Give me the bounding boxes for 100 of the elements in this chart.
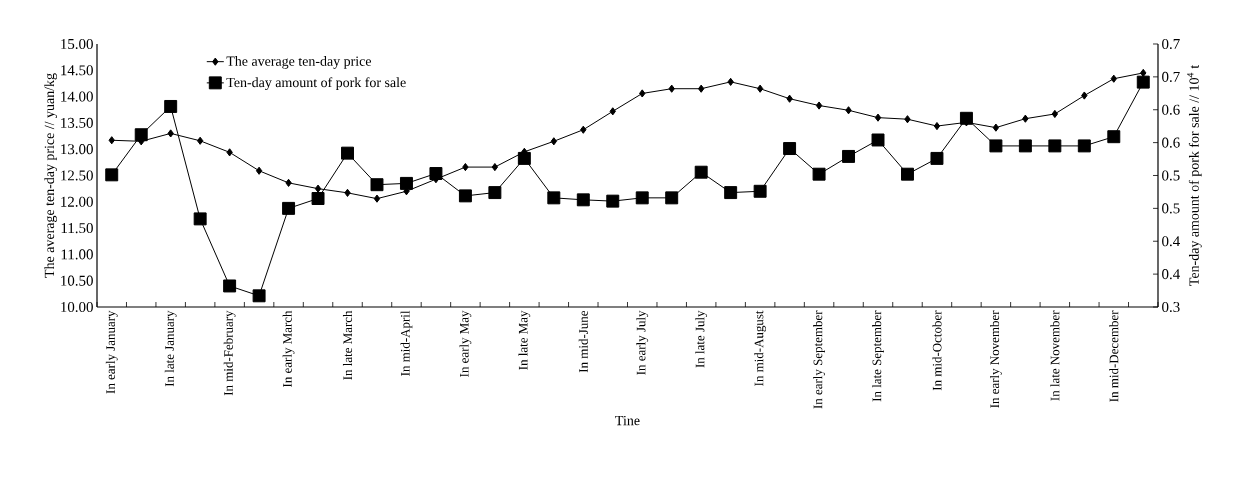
legend-label: The average ten-day price bbox=[226, 56, 372, 69]
y-tick-label: 14.00 bbox=[61, 91, 93, 102]
x-tick-label: In early July bbox=[636, 310, 649, 375]
y2-tick-label: 0.7 bbox=[1162, 71, 1180, 82]
point bbox=[930, 151, 944, 165]
point bbox=[167, 129, 174, 138]
point bbox=[547, 191, 561, 205]
y2-tick-label: 0.5 bbox=[1162, 203, 1180, 214]
point bbox=[164, 99, 178, 113]
point bbox=[756, 84, 764, 93]
point bbox=[282, 201, 296, 215]
point bbox=[697, 84, 705, 93]
x-tick-label: In late March bbox=[342, 310, 353, 380]
x-tick-label: In late May bbox=[518, 310, 531, 370]
x-tick-label: In late November bbox=[1050, 310, 1060, 401]
point bbox=[665, 191, 679, 205]
point bbox=[341, 146, 354, 160]
point bbox=[399, 176, 413, 190]
point bbox=[874, 113, 882, 122]
point bbox=[1110, 74, 1117, 83]
point bbox=[783, 142, 797, 156]
point bbox=[491, 163, 499, 172]
point bbox=[255, 166, 263, 175]
point bbox=[196, 136, 204, 145]
x-tick-label: In mid-August bbox=[754, 310, 767, 386]
y-tick-label: 15.00 bbox=[61, 38, 93, 50]
point bbox=[606, 194, 620, 208]
point bbox=[812, 167, 826, 181]
point bbox=[842, 149, 856, 163]
y-tick-label: 10.50 bbox=[61, 275, 93, 286]
y2-tick-label: 0.3 bbox=[1162, 301, 1180, 313]
y-tick-label: 14.50 bbox=[61, 65, 93, 76]
point bbox=[992, 123, 1000, 132]
x-tick-label: In mid-December bbox=[1109, 310, 1119, 402]
y-tick-label: 12.00 bbox=[61, 196, 93, 207]
y2-tick-label: 0.4 bbox=[1162, 236, 1180, 247]
y-tick-label: 11.00 bbox=[61, 249, 93, 260]
point bbox=[845, 106, 852, 115]
point bbox=[193, 212, 207, 226]
x-tick-label: In late January bbox=[164, 310, 177, 387]
y2-tick-label: 0.6 bbox=[1162, 137, 1180, 148]
point bbox=[724, 186, 738, 200]
point bbox=[488, 186, 502, 200]
point bbox=[639, 89, 646, 98]
point bbox=[694, 165, 708, 179]
point bbox=[815, 101, 823, 110]
point bbox=[727, 77, 734, 86]
y-axis-title: The average ten-day price // yuan/kg bbox=[44, 73, 58, 278]
point bbox=[786, 94, 793, 103]
point bbox=[580, 125, 587, 134]
y2-tick-label: 0.7 bbox=[1162, 38, 1180, 50]
point bbox=[223, 279, 237, 293]
x-axis-title: Tine bbox=[615, 415, 640, 426]
point bbox=[635, 191, 649, 205]
x-tick-label: In early September bbox=[813, 310, 825, 409]
y-tick-label: 13.50 bbox=[61, 117, 93, 128]
point bbox=[609, 107, 616, 116]
y2-tick-label: 0.4 bbox=[1162, 269, 1180, 280]
point bbox=[252, 289, 266, 303]
point bbox=[904, 115, 911, 124]
point bbox=[1081, 91, 1088, 100]
point bbox=[989, 139, 1003, 153]
point bbox=[1048, 139, 1062, 153]
point bbox=[314, 184, 322, 193]
y2-tick-label: 0.6 bbox=[1162, 104, 1180, 115]
point bbox=[871, 133, 885, 147]
x-tick-label: In early March bbox=[282, 310, 295, 387]
y2-axis-title: Ten-day amount of pork for sale // 10$^{4}$ t bbox=[1187, 64, 1202, 286]
point bbox=[373, 194, 381, 203]
point bbox=[105, 168, 119, 182]
y2-tick-label: 0.5 bbox=[1162, 170, 1180, 181]
point bbox=[458, 189, 472, 203]
x-tick-label: In mid-April bbox=[400, 310, 413, 376]
y-tick-label: 10.00 bbox=[61, 301, 93, 313]
point bbox=[1051, 109, 1059, 119]
point bbox=[370, 178, 384, 192]
x-tick-label: In late September bbox=[872, 310, 884, 402]
point bbox=[1107, 130, 1121, 144]
x-tick-label: In mid-October bbox=[932, 310, 942, 391]
point bbox=[1022, 114, 1029, 123]
x-tick-label: In early May bbox=[459, 310, 472, 377]
point bbox=[576, 193, 590, 207]
point bbox=[1136, 75, 1150, 89]
x-tick-label: In early January bbox=[105, 310, 118, 394]
point bbox=[285, 178, 292, 187]
x-tick-label: In early November bbox=[990, 310, 1002, 408]
y-tick-label: 13.00 bbox=[61, 144, 93, 155]
x-tick-label: In mid-June bbox=[578, 310, 588, 373]
point bbox=[108, 136, 115, 145]
point bbox=[550, 137, 558, 146]
point bbox=[1077, 139, 1091, 153]
point bbox=[1018, 139, 1032, 153]
point bbox=[933, 121, 941, 131]
x-tick-label: In late July bbox=[695, 310, 708, 368]
y-tick-label: 11.50 bbox=[61, 223, 93, 234]
point bbox=[668, 84, 675, 93]
point bbox=[901, 167, 914, 181]
legend-label: Ten-day amount of pork for sale bbox=[226, 77, 406, 91]
point bbox=[344, 188, 351, 197]
point bbox=[753, 184, 767, 198]
